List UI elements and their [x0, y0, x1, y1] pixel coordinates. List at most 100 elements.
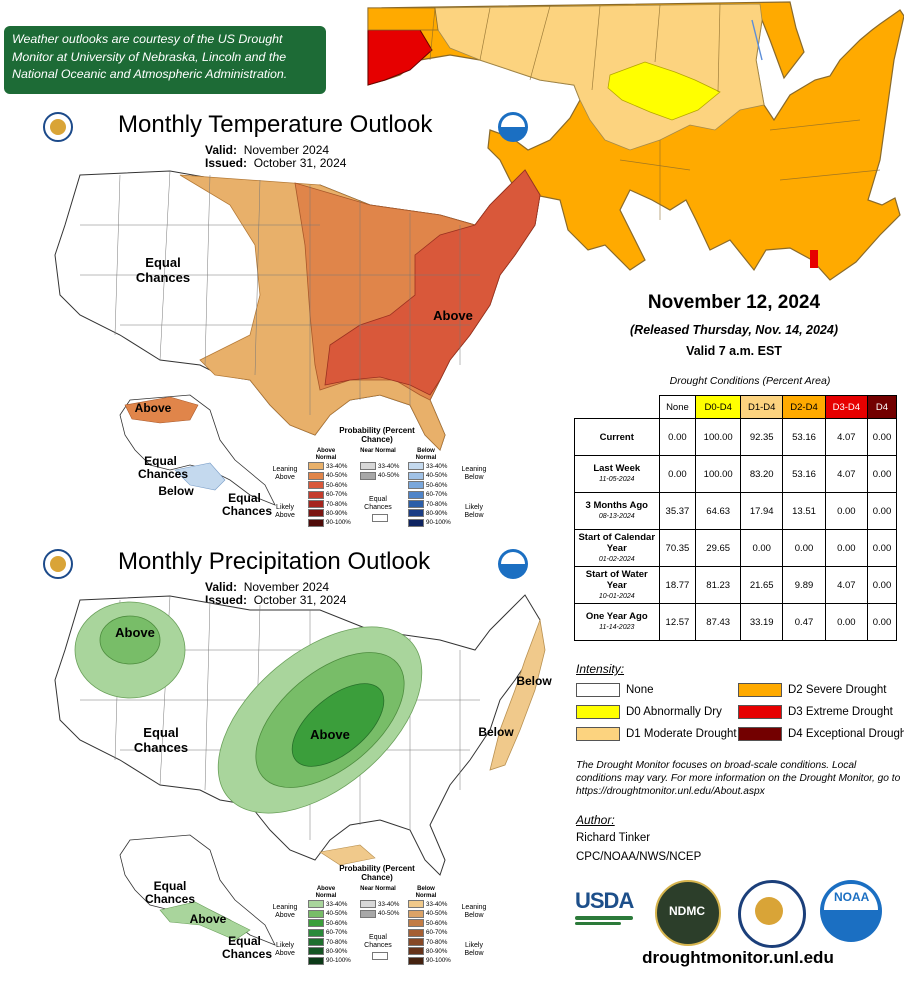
- row-label-text: Start of Calendar Year: [578, 531, 656, 554]
- temp-legend-leaning-below: Leaning Below: [461, 466, 487, 481]
- precip-alaska-label-above: Above: [189, 912, 227, 926]
- temp-hawaii-label-equal: Equal Chances: [222, 491, 273, 518]
- temp-legend-swatch: [308, 499, 324, 508]
- row-label: Start of Water Year 10-01-2024: [574, 566, 660, 604]
- intensity-item: D1 Moderate Drought: [576, 727, 737, 741]
- table-cell: 13.51: [782, 492, 826, 530]
- alaska-below-area: [319, 844, 376, 866]
- precip-legend-below-row: 40-50%: [408, 909, 451, 918]
- row-date: 08-13-2024: [598, 513, 635, 520]
- precip-legend-swatch: [408, 956, 424, 965]
- table-cell: 53.16: [782, 418, 826, 456]
- temp-legend-below-row: 70-80%: [408, 499, 451, 509]
- intensity-label: None: [626, 684, 654, 697]
- row-label-text: Start of Water Year: [585, 568, 648, 591]
- precip-outlook-map: [54, 594, 546, 946]
- precip-legend-equal-swatch: [372, 952, 388, 960]
- temp-legend-range: 40-50%: [378, 472, 400, 480]
- precip-legend-swatch: [308, 937, 324, 946]
- temp-legend-swatch: [408, 509, 424, 518]
- precip-label-below-ne: Below: [516, 674, 552, 688]
- precip-legend-col-above: Above Normal: [315, 886, 337, 899]
- column-header: D4: [866, 395, 898, 419]
- drought-valid-time: Valid 7 a.m. EST: [686, 344, 782, 358]
- precip-legend: Probability (Percent Chance) Above Norma…: [268, 864, 496, 982]
- temp-legend-range: 90-100%: [326, 519, 351, 527]
- precip-legend-swatch: [308, 947, 324, 956]
- intensity-item: D0 Abnormally Dry: [576, 705, 722, 719]
- temp-legend-swatch: [360, 471, 376, 480]
- temp-legend-range: 80-90%: [326, 509, 348, 517]
- precip-legend-below-row: 33-40%: [408, 900, 451, 909]
- precip-legend-below-row: 50-60%: [408, 919, 451, 928]
- drought-website[interactable]: droughtmonitor.unl.edu: [642, 948, 834, 967]
- temp-legend-swatch: [408, 518, 424, 527]
- table-cell: 0.00: [866, 455, 898, 493]
- temp-legend-swatch: [308, 490, 324, 499]
- temp-legend-near-row: 33-40%: [360, 462, 399, 471]
- temp-alaska-label-equal: Equal Chances: [138, 454, 189, 481]
- drought-disclaimer: The Drought Monitor focuses on broad-sca…: [576, 760, 901, 797]
- precip-legend-below-row: 60-70%: [408, 928, 451, 937]
- precip-label-equal-chances: Equal Chances: [133, 725, 189, 755]
- precip-legend-leaning-below: Leaning Below: [461, 904, 487, 919]
- precip-legend-leaning-above: Leaning Above: [272, 904, 298, 919]
- drought-date: November 12, 2024: [647, 292, 821, 313]
- intensity-legend: None D2 Severe Drought D0 Abnormally Dry D3…: [576, 683, 904, 747]
- temp-legend-above-row: 80-90%: [308, 509, 351, 518]
- maryland-d0-area: [607, 61, 721, 121]
- drought-conditions-table: None D0-D4 D1-D4 D2-D4 D3-D4 D4 Current 0.00 10…: [574, 395, 898, 641]
- table-cell: 0.00: [824, 492, 868, 530]
- table-cell: 12.57: [658, 603, 697, 641]
- table-cell: 53.16: [782, 455, 826, 493]
- usda-logo-text: USDA: [575, 888, 634, 913]
- intensity-swatch: [576, 705, 620, 719]
- noaa-logo-icon: [498, 549, 528, 579]
- precip-legend-range: 70-80%: [326, 938, 348, 946]
- precip-legend-range: 80-90%: [326, 947, 348, 955]
- table-row: Start of Water Year 10-01-2024 18.77 81.23 2…: [574, 566, 898, 604]
- row-label-text: Last Week: [593, 463, 641, 474]
- table-cell: 4.07: [824, 418, 868, 456]
- precip-legend-above-row: 70-80%: [308, 937, 351, 947]
- row-label: Current: [574, 418, 660, 456]
- precip-legend-swatch: [408, 947, 424, 956]
- temp-legend-above-row: 90-100%: [308, 518, 351, 527]
- temp-legend-below-row: 80-90%: [408, 509, 451, 518]
- intensity-swatch: [576, 683, 620, 697]
- intensity-label: D0 Abnormally Dry: [626, 706, 722, 719]
- table-cell: 33.19: [740, 603, 784, 641]
- table-cell: 0.00: [824, 603, 868, 641]
- precip-legend-swatch: [308, 919, 324, 928]
- temp-issued: Issued: October 31, 2024: [205, 156, 347, 170]
- table-cell: 0.00: [866, 603, 898, 641]
- author-title: Author:: [576, 813, 615, 827]
- temp-legend-likely-below: Likely Below: [464, 504, 484, 519]
- temp-legend-swatch: [308, 509, 324, 518]
- row-label-text: One Year Ago: [585, 611, 648, 622]
- table-cell: 9.89: [782, 566, 826, 604]
- temp-legend-swatch: [408, 471, 424, 480]
- precip-east-below-33-40: [489, 618, 546, 771]
- temp-alaska-label-below: Below: [158, 484, 194, 498]
- temp-legend-below-row: 33-40%: [408, 462, 451, 471]
- precip-legend-swatch: [308, 900, 324, 909]
- precip-mid-lean-50-60: [291, 683, 385, 767]
- precip-legend-below-row: 70-80%: [408, 937, 451, 947]
- table-cell: 0.00: [866, 492, 898, 530]
- table-cell: 18.77: [658, 566, 697, 604]
- precip-legend-equal-chances: Equal Chances: [364, 934, 392, 949]
- maryland-d3-area: [367, 29, 433, 86]
- table-cell: 4.07: [824, 566, 868, 604]
- maryland-d3-spot: [810, 250, 818, 268]
- table-cell: 92.35: [740, 418, 784, 456]
- precip-nw-lean-40-50: [99, 615, 161, 665]
- ndmc-logo-text: NDMC: [669, 904, 705, 918]
- temp-legend-range: 40-50%: [426, 472, 448, 480]
- temp-legend-col-below: Below Normal: [415, 448, 437, 461]
- author-org: CPC/NOAA/NWS/NCEP: [576, 851, 702, 863]
- temp-legend-above-row: 50-60%: [308, 481, 351, 490]
- ndmc-logo: NDMC: [655, 880, 721, 946]
- temp-legend-likely-above: Likely Above: [275, 504, 295, 519]
- table-cell: 0.00: [740, 529, 784, 567]
